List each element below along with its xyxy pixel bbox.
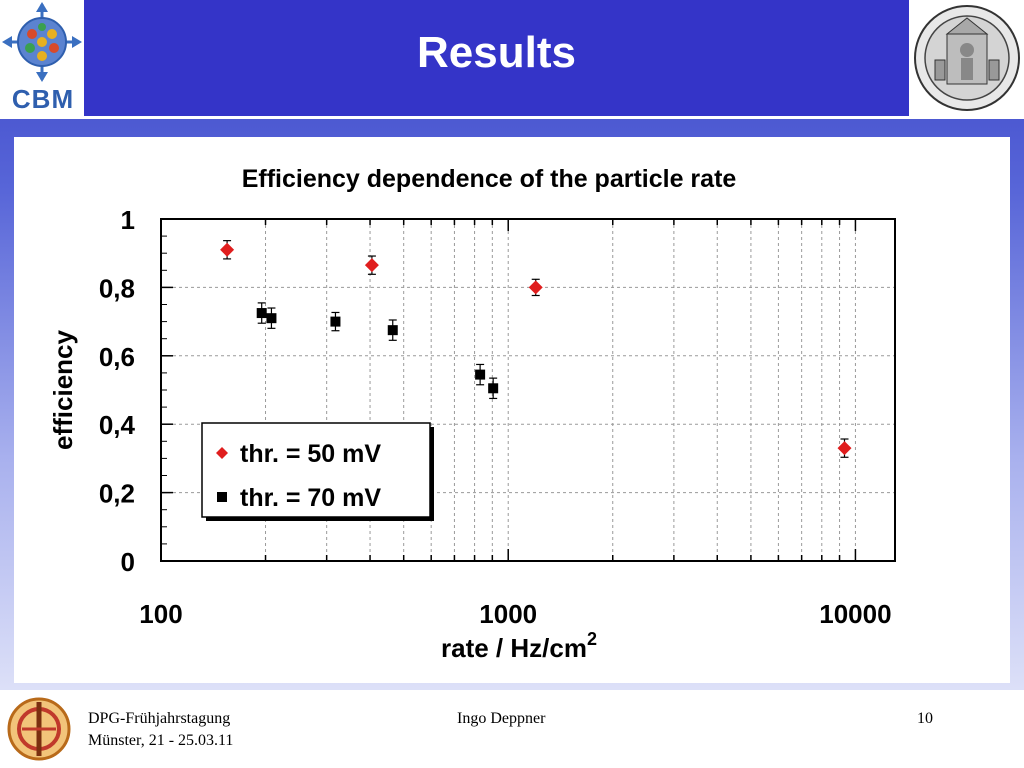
legend-label: thr. = 50 mV [240, 440, 381, 468]
slide-title: Results [417, 28, 576, 77]
legend-box [201, 422, 431, 518]
x-axis-label-main: rate / Hz/cm [441, 633, 587, 663]
cbm-logo-text: CBM [11, 84, 75, 114]
y-tick-label: 0,2 [99, 479, 135, 509]
chart-title: Efficiency dependence of the particle ra… [242, 165, 737, 193]
data-point-50mv [528, 280, 543, 295]
legend-label: thr. = 70 mV [240, 484, 381, 512]
x-tick-label: 100 [139, 599, 182, 629]
axis-ticks [160, 218, 857, 562]
chart-figure: Efficiency dependence of the particle ra… [14, 137, 1010, 683]
footer-page-number: 10 [917, 710, 933, 727]
footer-event-place-date: Münster, 21 - 25.03.11 [88, 732, 234, 749]
chart-legend: thr. = 50 mV thr. = 70 mV [201, 422, 434, 521]
legend-marker-square [217, 492, 227, 502]
data-point-70mv [475, 369, 486, 380]
data-point-70mv [266, 313, 277, 324]
data-points [220, 240, 852, 458]
data-point-50mv [364, 258, 379, 273]
seal-icon [914, 5, 1020, 111]
dpg-logo-icon [7, 697, 71, 761]
tick-labels: 0 0,2 0,4 0,6 0,8 1 100 1000 10000 [99, 205, 892, 629]
university-seal-logo [909, 0, 1024, 116]
data-point-70mv [330, 316, 341, 327]
data-point-50mv [837, 441, 852, 456]
cbm-logo: CBM [0, 0, 84, 116]
cbm-logo-icon [2, 2, 82, 82]
chart-svg: Efficiency dependence of the particle ra… [48, 165, 896, 663]
y-tick-label: 1 [121, 205, 135, 235]
legend-marker-diamond [216, 447, 228, 459]
y-tick-label: 0,4 [99, 410, 136, 440]
y-tick-label: 0,8 [99, 273, 135, 303]
footer-event-name: DPG-Frühjahrstagung [88, 710, 231, 727]
data-point-70mv [488, 383, 499, 394]
y-axis-label: efficiency [48, 329, 78, 449]
data-point-70mv [256, 308, 267, 319]
x-tick-label: 1000 [479, 599, 537, 629]
header-bar [0, 0, 1024, 116]
footer-bar: DPG-Frühjahrstagung Münster, 21 - 25.03.… [0, 690, 1024, 768]
footer-author: Ingo Deppner [457, 710, 546, 727]
header-divider [0, 116, 1024, 119]
x-axis-label: rate / Hz/cm2 [441, 629, 597, 663]
y-tick-label: 0 [121, 547, 135, 577]
data-point-70mv [387, 325, 398, 336]
x-tick-label: 10000 [819, 599, 891, 629]
data-point-50mv [220, 242, 235, 257]
x-axis-label-superscript: 2 [587, 629, 597, 649]
y-tick-label: 0,6 [99, 342, 135, 372]
